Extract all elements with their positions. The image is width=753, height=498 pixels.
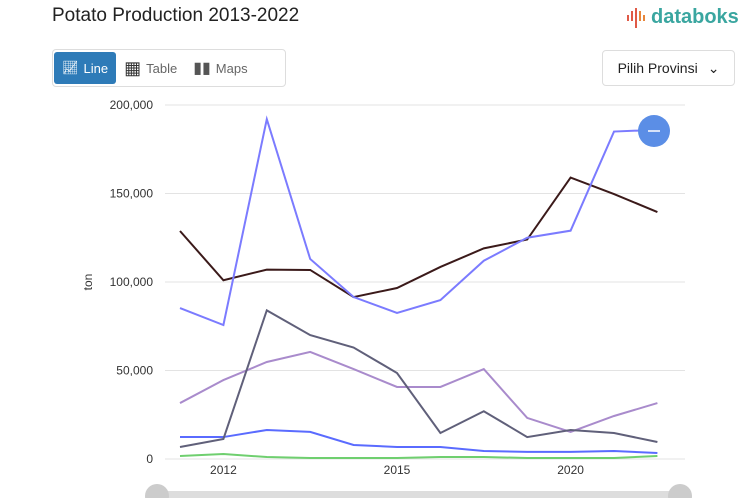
range-slider-track[interactable] xyxy=(157,491,680,498)
series-line[interactable] xyxy=(179,453,658,459)
map-icon: ▮▮ xyxy=(193,60,211,77)
x-tick-label: 2015 xyxy=(384,463,411,477)
province-select-label: Pilih Provinsi xyxy=(617,60,698,76)
y-tick-label: 150,000 xyxy=(110,187,154,201)
line-chart-icon: 📈︎ xyxy=(62,60,79,75)
logo-text: databoks xyxy=(651,6,739,28)
series-line[interactable] xyxy=(179,308,658,448)
y-tick-label: 0 xyxy=(146,452,153,466)
range-slider-right-handle[interactable] xyxy=(668,484,692,498)
series-line[interactable] xyxy=(179,350,658,433)
tab-label: Line xyxy=(83,60,109,76)
view-tabs: 📈︎ Line ▦ Table ▮▮ Maps xyxy=(52,49,286,87)
tab-label: Table xyxy=(146,60,178,76)
hover-marker[interactable] xyxy=(638,115,670,147)
logo-bars-icon xyxy=(627,7,645,28)
databoks-logo: databoks xyxy=(626,6,739,29)
page-title: Potato Production 2013-2022 xyxy=(52,5,300,26)
chevron-down-icon: ⌄ xyxy=(707,59,720,76)
x-tick-label: 2012 xyxy=(210,463,237,477)
y-tick-label: 100,000 xyxy=(110,275,154,289)
y-axis-label: ton xyxy=(81,274,95,291)
series-line[interactable] xyxy=(180,428,658,454)
series-line[interactable] xyxy=(179,115,658,327)
tab-maps[interactable]: ▮▮ Maps xyxy=(185,52,255,84)
y-tick-label: 200,000 xyxy=(110,98,154,112)
range-slider-left-handle[interactable] xyxy=(145,484,169,498)
series-line[interactable] xyxy=(179,176,658,299)
tab-line[interactable]: 📈︎ Line xyxy=(54,52,117,84)
province-select[interactable]: Pilih Provinsi ⌄ xyxy=(602,50,735,86)
tab-table[interactable]: ▦ Table xyxy=(116,52,185,84)
y-tick-label: 50,000 xyxy=(116,364,153,378)
x-tick-label: 2020 xyxy=(557,463,584,477)
tab-label: Maps xyxy=(215,60,248,76)
table-icon: ▦ xyxy=(124,57,142,78)
